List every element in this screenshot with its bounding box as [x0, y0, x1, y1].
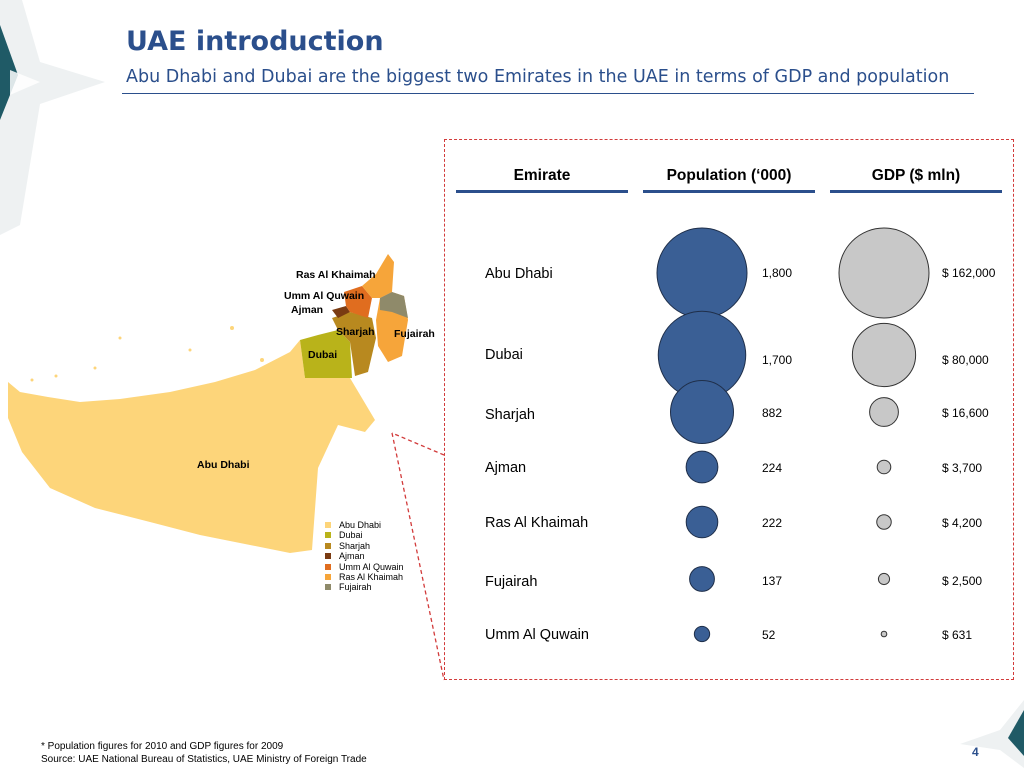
page-number: 4 [972, 745, 979, 759]
legend-swatch [325, 522, 331, 528]
population-value: 1,800 [762, 266, 793, 280]
gdp-bubble [851, 322, 917, 388]
legend-label: Abu Dhabi [339, 520, 382, 530]
legend-label: Fujairah [339, 582, 372, 593]
gdp-bubble [877, 572, 891, 586]
footnote-text: * Population figures for 2010 and GDP fi… [41, 741, 284, 752]
source-text: Source: UAE National Bureau of Statistic… [41, 754, 367, 765]
map-label-sharjah: Sharjah [336, 326, 375, 338]
map-region-dubai [300, 330, 352, 378]
gdp-bubble [880, 630, 888, 638]
map-label-ras-al-khaimah: Ras Al Khaimah [296, 269, 376, 281]
gdp-value: $ 4,200 [942, 516, 983, 530]
compass-star-logo [0, 0, 105, 235]
gdp-bubble [876, 459, 892, 475]
population-value: 52 [762, 628, 776, 642]
column-header-rule [643, 190, 815, 193]
legend-label: Ajman [339, 551, 365, 562]
gdp-value: $ 162,000 [942, 266, 996, 280]
map-label-ajman: Ajman [291, 304, 323, 316]
gdp-bubble [838, 227, 930, 319]
population-value: 882 [762, 406, 783, 420]
map-label-umm-al-quwain: Umm Al Quwain [284, 290, 364, 302]
map-region-ras-al-khaimah [362, 254, 394, 298]
emirate-name: Abu Dhabi [485, 266, 553, 282]
population-bubble [670, 380, 734, 444]
map-region-sharjah [332, 312, 376, 376]
column-header-rule [830, 190, 1002, 193]
gdp-bubble [869, 397, 899, 427]
population-bubble [656, 227, 748, 319]
emirate-name: Umm Al Quwain [485, 627, 589, 643]
column-header-population: Population (‘000) [666, 167, 792, 184]
legend-label: Ras Al Khaimah [339, 571, 404, 582]
column-header-gdp: GDP ($ mln) [871, 167, 961, 184]
column-header-emirate: Emirate [513, 167, 571, 184]
slide-subtitle: Abu Dhabi and Dubai are the biggest two … [126, 67, 950, 87]
legend-label: Sharjah [339, 540, 371, 551]
map-region-northern-plateau [380, 292, 408, 318]
map-label-abu-dhabi: Abu Dhabi [197, 459, 250, 471]
gdp-value: $ 80,000 [942, 353, 989, 367]
legend-label: Umm Al Quwain [339, 561, 404, 572]
map-label-dubai: Dubai [308, 349, 337, 361]
uae-map: Ras Al Khaimah Umm Al Quwain Ajman Sharj… [8, 254, 435, 553]
legend-swatch [325, 553, 331, 560]
emirate-name: Ajman [485, 460, 527, 476]
slide-title: UAE introduction [126, 26, 384, 57]
emirate-name: Sharjah [485, 407, 535, 423]
map-region-abu-dhabi [8, 340, 375, 553]
population-value: 224 [762, 461, 783, 475]
population-bubble [685, 505, 719, 539]
legend-swatch [325, 584, 331, 591]
population-bubble [685, 450, 719, 484]
legend-label: Dubai [339, 530, 363, 541]
map-label-fujairah: Fujairah [394, 328, 435, 340]
gdp-value: $ 16,600 [942, 406, 989, 420]
legend-swatch [325, 542, 331, 549]
population-value: 1,700 [762, 353, 793, 367]
title-divider [122, 93, 974, 94]
population-bubble [689, 566, 715, 592]
population-bubble [693, 625, 711, 643]
gdp-bubble [876, 514, 892, 530]
legend-swatch [325, 532, 331, 539]
gdp-value: $ 631 [942, 628, 973, 642]
emirate-name: Ras Al Khaimah [485, 515, 589, 531]
map-region-ajman [332, 306, 350, 318]
gdp-value: $ 2,500 [942, 574, 983, 588]
column-header-rule [456, 190, 628, 193]
population-value: 137 [762, 574, 783, 588]
emirate-name: Dubai [485, 347, 523, 363]
gdp-value: $ 3,700 [942, 461, 983, 475]
population-value: 222 [762, 516, 783, 530]
map-region-umm-al-quwain [344, 286, 372, 318]
legend-swatch [325, 573, 331, 580]
corner-star-logo [960, 700, 1024, 768]
legend-swatch [325, 563, 331, 570]
data-table-frame [444, 139, 1014, 680]
footnote: * Population figures for 2010 and GDP fi… [41, 740, 367, 766]
emirate-name: Fujairah [485, 574, 538, 590]
